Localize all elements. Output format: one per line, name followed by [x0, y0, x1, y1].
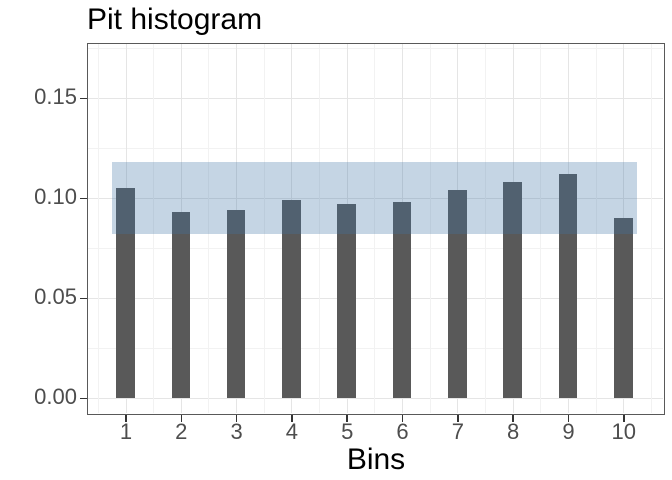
gridline-horizontal-major	[88, 197, 663, 199]
gridline-vertical-minor	[485, 44, 486, 413]
y-axis-tick-label: 0.10	[34, 184, 77, 210]
gridline-horizontal-minor	[88, 47, 663, 49]
histogram-bar	[337, 203, 356, 398]
confidence-band	[111, 161, 638, 234]
x-axis-tick	[291, 415, 293, 422]
x-axis-tick	[346, 415, 348, 422]
gridline-vertical-minor	[374, 44, 376, 413]
y-axis-tick	[80, 397, 87, 400]
histogram-bar	[226, 209, 246, 398]
histogram-bar	[282, 199, 301, 398]
x-axis-tick-label: 6	[396, 419, 409, 444]
y-axis-tick	[80, 97, 87, 100]
gridline-horizontal-minor	[88, 247, 663, 249]
gridline-vertical-minor	[97, 44, 99, 413]
x-axis-tick-label: 1	[119, 419, 133, 444]
x-axis-tick-label: 8	[507, 419, 520, 444]
x-axis-tick	[623, 415, 625, 422]
plot-panel	[87, 43, 665, 415]
histogram-bar	[503, 181, 522, 398]
x-axis-title: Bins	[346, 443, 406, 476]
x-axis-tick-label: 7	[451, 419, 464, 444]
gridline-horizontal-major	[88, 397, 663, 399]
x-axis-tick-label: 3	[230, 419, 243, 444]
y-axis-tick	[80, 197, 87, 200]
histogram-bar	[116, 187, 135, 398]
gridline-vertical-minor	[429, 44, 431, 413]
x-axis-tick	[235, 415, 238, 422]
gridline-vertical-minor	[319, 44, 321, 413]
x-axis-tick	[567, 415, 570, 422]
y-axis-tick	[80, 297, 87, 300]
gridline-horizontal-minor	[88, 347, 663, 349]
chart-title: Pit histogram	[87, 3, 263, 36]
x-axis-tick	[180, 415, 183, 422]
histogram-bar	[392, 201, 412, 398]
gridline-horizontal-minor	[88, 147, 663, 149]
gridline-vertical-minor	[540, 44, 542, 413]
x-axis-tick	[125, 415, 127, 422]
gridline-horizontal-major	[88, 297, 663, 299]
gridline-vertical-minor	[263, 44, 265, 413]
gridline-horizontal-major	[88, 97, 663, 99]
gridline-vertical-minor	[595, 44, 597, 413]
x-axis-tick	[512, 415, 514, 422]
gridline-vertical-minor	[208, 44, 210, 413]
histogram-bar	[171, 211, 191, 398]
y-axis-tick-label: 0.05	[34, 284, 77, 310]
y-axis-tick-label: 0.00	[34, 384, 77, 410]
x-axis-tick-label: 2	[175, 419, 188, 444]
x-axis-tick	[401, 415, 404, 422]
gridline-vertical-minor	[650, 44, 652, 413]
x-axis-tick-label: 4	[285, 419, 299, 444]
histogram-bar	[614, 217, 633, 398]
gridline-vertical-minor	[153, 44, 155, 413]
x-axis-tick-label: 9	[562, 419, 575, 444]
histogram-bar	[448, 189, 467, 398]
y-axis-tick-label: 0.15	[34, 84, 77, 110]
histogram-bar	[558, 173, 578, 398]
x-axis-tick-label: 10	[611, 419, 637, 444]
x-axis-tick	[457, 415, 459, 422]
x-axis-tick-label: 5	[341, 419, 354, 444]
